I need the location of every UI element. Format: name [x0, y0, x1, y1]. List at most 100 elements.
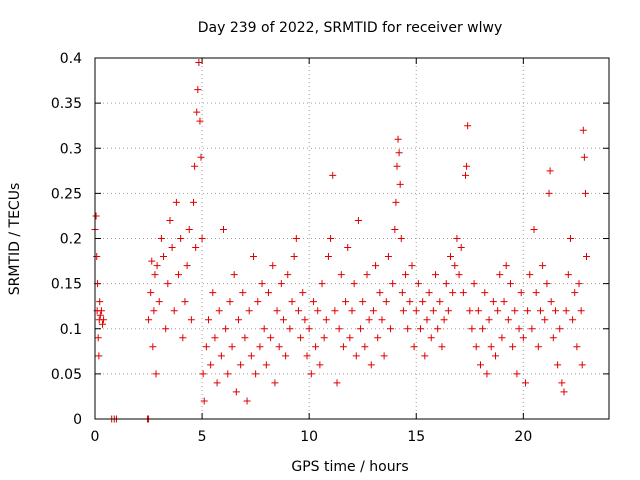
data-point: [554, 361, 562, 369]
data-point: [394, 135, 402, 143]
x-axis-ticks: 0 5 10 15 20: [91, 58, 532, 445]
data-point: [573, 343, 581, 351]
data-point: [209, 289, 217, 297]
data-point: [220, 225, 227, 233]
data-point: [404, 325, 412, 333]
data-point: [389, 280, 397, 288]
data-point: [500, 298, 508, 306]
data-point: [583, 253, 591, 261]
data-point: [168, 244, 176, 252]
data-point: [269, 262, 277, 270]
data-point: [425, 289, 433, 297]
data-point: [449, 289, 457, 297]
data-point: [547, 298, 555, 306]
data-point: [254, 298, 262, 306]
data-point: [187, 316, 195, 324]
data-point: [228, 343, 236, 351]
data-point: [392, 198, 400, 206]
data-point: [299, 289, 307, 297]
data-point: [580, 153, 588, 161]
data-point: [517, 289, 525, 297]
data-point: [271, 379, 279, 387]
data-point: [451, 262, 459, 270]
data-point: [406, 298, 414, 306]
data-point: [191, 162, 199, 170]
data-point: [249, 253, 257, 261]
data-point: [463, 162, 471, 170]
data-point: [226, 298, 234, 306]
y-tick-label: 0.2: [60, 232, 82, 248]
data-point: [378, 316, 386, 324]
data-point: [256, 343, 264, 351]
data-point: [94, 334, 102, 342]
data-point: [423, 316, 431, 324]
data-point: [331, 307, 339, 315]
data-point: [414, 280, 422, 288]
y-tick-label: 0.35: [51, 96, 82, 112]
data-point: [447, 253, 455, 261]
data-point: [232, 388, 240, 396]
data-point: [408, 262, 416, 270]
data-point: [571, 289, 579, 297]
data-point: [393, 162, 401, 170]
data-point: [551, 307, 559, 315]
data-point: [318, 280, 326, 288]
data-point: [438, 343, 446, 351]
data-point: [470, 280, 478, 288]
data-points: [91, 59, 591, 423]
data-point: [511, 307, 519, 315]
data-point: [277, 280, 285, 288]
x-tick-label: 10: [300, 429, 318, 445]
data-point: [348, 307, 356, 315]
data-point: [312, 343, 320, 351]
data-point: [190, 198, 198, 206]
data-point: [301, 316, 309, 324]
data-point: [361, 343, 369, 351]
data-point: [380, 352, 388, 360]
data-point: [509, 343, 517, 351]
data-point: [294, 307, 302, 315]
data-point: [539, 262, 547, 270]
data-point: [440, 316, 448, 324]
data-point: [96, 298, 104, 306]
data-point: [387, 325, 395, 333]
data-point: [434, 325, 442, 333]
data-point: [395, 149, 403, 157]
data-point: [455, 271, 463, 279]
data-point: [402, 271, 410, 279]
data-point: [382, 298, 390, 306]
data-point: [284, 271, 292, 279]
x-tick-label: 20: [514, 429, 532, 445]
grid-lines: [95, 58, 609, 419]
data-point: [292, 235, 300, 242]
data-point: [320, 334, 328, 342]
data-point: [309, 298, 317, 306]
data-point: [365, 316, 373, 324]
data-point: [152, 370, 160, 378]
data-point: [372, 262, 380, 270]
data-point: [354, 216, 362, 224]
data-point: [462, 171, 470, 179]
data-point: [376, 289, 384, 297]
data-point: [307, 370, 315, 378]
data-point: [245, 307, 253, 315]
data-point: [453, 235, 461, 242]
data-point: [429, 307, 437, 315]
y-tick-label: 0.1: [60, 322, 82, 338]
data-point: [359, 298, 367, 306]
data-point: [342, 298, 350, 306]
plot-frame: [94, 57, 610, 420]
data-point: [442, 280, 450, 288]
data-point: [530, 225, 538, 233]
data-point: [485, 316, 493, 324]
data-point: [160, 253, 168, 261]
data-point: [305, 325, 313, 333]
data-point: [575, 280, 583, 288]
data-point: [344, 244, 352, 252]
data-point: [477, 361, 484, 369]
data-point: [391, 225, 399, 233]
data-point: [498, 334, 506, 342]
data-point: [258, 280, 266, 288]
data-point: [267, 334, 275, 342]
data-point: [337, 271, 345, 279]
